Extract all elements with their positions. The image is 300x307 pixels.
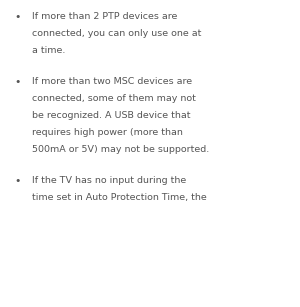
- Text: connected, you can only use one at: connected, you can only use one at: [32, 29, 201, 38]
- Text: a time.: a time.: [32, 46, 65, 55]
- Text: If more than two MSC devices are: If more than two MSC devices are: [32, 77, 192, 86]
- Text: If more than 2 PTP devices are: If more than 2 PTP devices are: [32, 12, 177, 21]
- Text: •: •: [15, 12, 21, 22]
- Text: connected, some of them may not: connected, some of them may not: [32, 94, 196, 103]
- Text: •: •: [15, 176, 21, 186]
- Text: •: •: [15, 77, 21, 87]
- Text: requires high power (more than: requires high power (more than: [32, 128, 183, 137]
- Text: time set in Auto Protection Time, the: time set in Auto Protection Time, the: [32, 193, 207, 202]
- Text: If the TV has no input during the: If the TV has no input during the: [32, 176, 186, 185]
- Text: 500mA or 5V) may not be supported.: 500mA or 5V) may not be supported.: [32, 145, 209, 154]
- Text: be recognized. A USB device that: be recognized. A USB device that: [32, 111, 190, 120]
